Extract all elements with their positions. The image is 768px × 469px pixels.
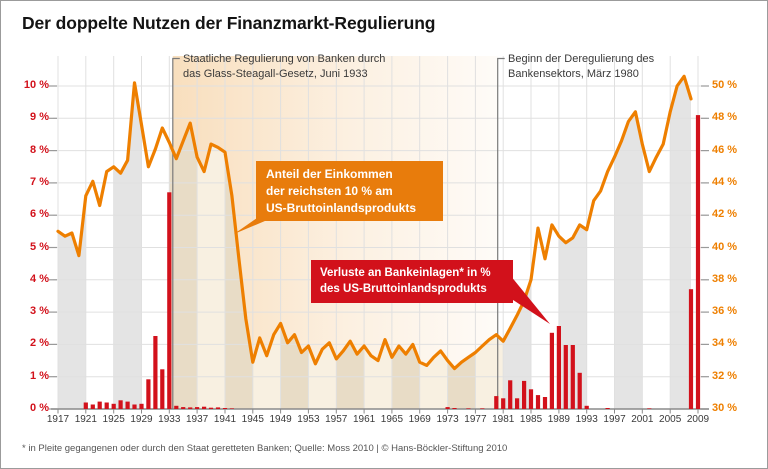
right-axis-tick-label: 48 %	[712, 111, 738, 124]
right-axis-tick-label: 34 %	[712, 337, 738, 350]
left-axis-tick-label: 7 %	[30, 175, 49, 188]
right-axis-tick-label: 36 %	[712, 305, 738, 318]
x-axis-tick-label: 1997	[603, 414, 626, 425]
x-axis-tick-label: 1981	[492, 414, 515, 425]
page-title: Der doppelte Nutzen der Finanzmarkt-Regu…	[22, 13, 436, 33]
left-axis-tick-label: 0 %	[30, 402, 49, 414]
annotation-glass-steagall: Staatliche Regulierung von Banken durch …	[183, 52, 385, 81]
right-axis-tick-label: 44 %	[712, 175, 738, 188]
right-axis-tick-label: 38 %	[712, 272, 738, 285]
x-axis-tick-label: 1925	[102, 414, 125, 425]
left-axis-tick-label: 6 %	[30, 208, 49, 221]
left-axis-tick-label: 2 %	[30, 337, 49, 350]
x-axis-tick-label: 1945	[241, 414, 264, 425]
x-axis-tick-label: 1993	[575, 414, 598, 425]
x-axis-tick-label: 1937	[186, 414, 209, 425]
right-axis-tick-label: 46 %	[712, 143, 738, 156]
x-axis-tick-label: 1949	[269, 414, 292, 425]
right-axis-tick-label: 42 %	[712, 208, 738, 221]
callout-text-line: der reichsten 10 % am	[266, 183, 393, 198]
x-axis-tick-label: 1941	[213, 414, 237, 425]
x-axis-tick-label: 1929	[130, 414, 153, 425]
callout-text-line: des US-Bruttoinlandsprodukts	[320, 283, 487, 296]
right-axis-tick-label: 30 %	[712, 402, 738, 414]
annotation-deregulation: Beginn der Deregulierung des Bankensekto…	[508, 52, 654, 81]
right-axis-tick-label: 32 %	[712, 369, 738, 382]
annotation-text-line: das Glass-Steagall-Gesetz, Juni 1933	[183, 67, 368, 80]
annotation-text-line: Bankensektors, März 1980	[508, 67, 639, 80]
x-axis-tick-label: 1933	[158, 414, 181, 425]
x-axis-tick-label: 1965	[380, 414, 404, 425]
left-axis-tick-label: 1 %	[30, 369, 49, 382]
x-axis-tick-label: 1957	[325, 414, 348, 425]
x-axis-tick-label: 1917	[46, 414, 70, 425]
left-axis-tick-label: 10 %	[23, 79, 49, 91]
x-axis-tick-label: 1989	[547, 414, 570, 425]
right-axis-tick-label: 50 %	[712, 79, 738, 91]
x-axis-tick-label: 2009	[686, 414, 710, 425]
annotation-text-line: Staatliche Regulierung von Banken durch	[183, 53, 386, 65]
footnote-source: * in Pleite gegangenen oder durch den St…	[22, 443, 508, 454]
left-axis-tick-label: 8 %	[30, 143, 49, 156]
left-axis-tick-label: 4 %	[30, 272, 49, 285]
x-axis-tick-label: 2001	[631, 414, 654, 425]
callout-income-share: Anteil der Einkommen der reichsten 10 % …	[256, 161, 443, 222]
callout-deposit-losses: Verluste an Bankeinlagen* in % des US-Br…	[311, 260, 513, 303]
annotation-text-line: Beginn der Deregulierung des	[508, 53, 655, 65]
x-axis-tick-label: 1921	[74, 414, 97, 425]
callout-text-line: Verluste an Bankeinlagen* in %	[320, 267, 491, 279]
callout-text-line: US-Bruttoinlandsprodukts	[266, 200, 416, 215]
x-axis-tick-label: 1953	[297, 414, 320, 425]
x-axis-tick-label: 1985	[519, 414, 543, 425]
x-axis-tick-label: 1977	[464, 414, 487, 425]
x-axis-tick-label: 2005	[659, 414, 682, 425]
x-axis-tick-label: 1969	[408, 414, 431, 425]
left-axis-tick-label: 3 %	[30, 305, 49, 318]
right-axis-tick-label: 40 %	[712, 240, 738, 253]
left-axis-tick-label: 9 %	[30, 111, 49, 124]
left-axis-tick-label: 5 %	[30, 240, 49, 253]
callout-text-line: Anteil der Einkommen	[266, 167, 393, 181]
x-axis-tick-label: 1973	[436, 414, 459, 425]
x-axis-tick-label: 1961	[352, 414, 376, 425]
